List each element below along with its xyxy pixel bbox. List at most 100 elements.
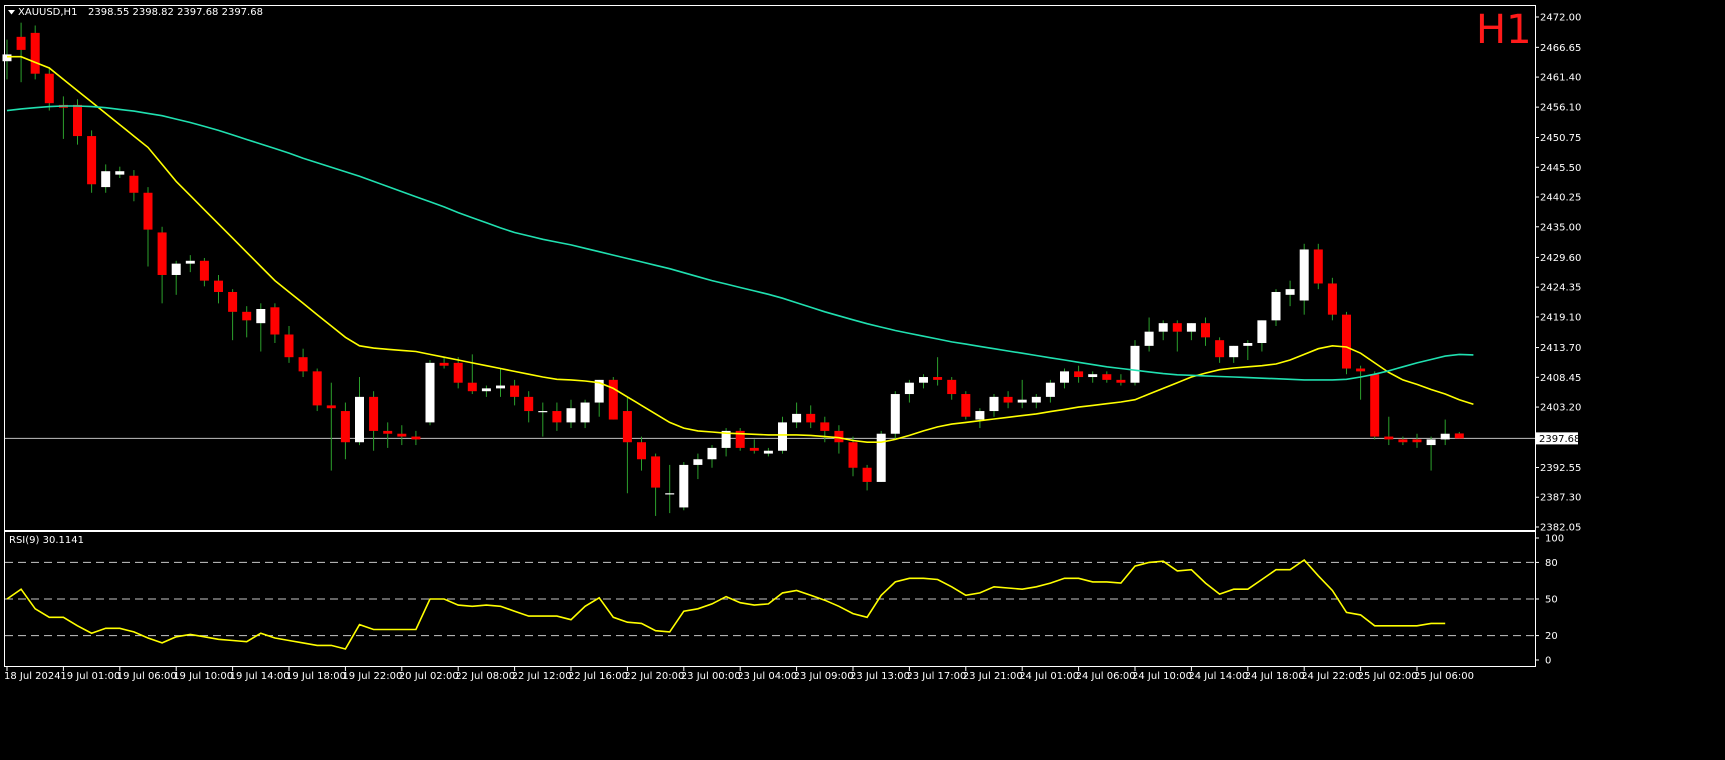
candle <box>665 464 675 514</box>
bull-candle-body <box>115 171 125 175</box>
candle <box>1285 280 1295 307</box>
candle <box>1398 436 1408 446</box>
candle <box>862 464 872 491</box>
bull-candle-body <box>763 450 773 454</box>
bear-candle-body <box>157 232 167 275</box>
bull-candle-body <box>665 493 675 495</box>
time-tick-label: 24 Jul 18:00 <box>1245 671 1305 682</box>
bull-candle-body <box>566 408 576 423</box>
candle <box>326 382 336 471</box>
bear-candle-body <box>312 371 322 406</box>
timeframe-badge: H1 <box>1476 7 1532 53</box>
dropdown-triangle-icon[interactable] <box>8 10 15 15</box>
candle <box>496 368 505 397</box>
candle <box>411 430 421 446</box>
candle <box>30 25 40 80</box>
candle <box>594 379 604 417</box>
bull-candle-body <box>171 263 181 275</box>
bear-candle-body <box>637 442 646 460</box>
candle <box>1003 391 1013 409</box>
bear-candle-body <box>1398 439 1408 443</box>
bear-candle-body <box>411 436 421 440</box>
candle <box>101 164 111 193</box>
bear-candle-body <box>961 394 971 417</box>
candle <box>439 357 449 369</box>
price-tick-label: 2429.60 <box>1540 253 1581 264</box>
candle <box>1144 317 1154 352</box>
candle <box>185 255 195 273</box>
bear-candle-body <box>862 467 872 482</box>
candle <box>369 391 379 451</box>
time-tick-label: 24 Jul 22:00 <box>1301 671 1361 682</box>
time-tick-label: 23 Jul 00:00 <box>681 671 741 682</box>
candle <box>115 166 125 179</box>
candle <box>806 405 816 429</box>
price-tick-label: 2424.35 <box>1540 283 1581 294</box>
candle <box>1412 433 1422 448</box>
bear-candle-body <box>270 307 280 335</box>
fast-ma-line <box>7 55 1474 444</box>
candle <box>1313 243 1323 290</box>
bull-candle-body <box>721 430 731 448</box>
bull-candle-body <box>594 379 604 403</box>
time-tick-label: 23 Jul 04:00 <box>737 671 797 682</box>
bear-candle-body <box>1313 249 1323 284</box>
candle <box>284 326 294 363</box>
candle <box>1356 365 1366 400</box>
bull-candle-body <box>1130 345 1140 383</box>
rsi-line <box>6 558 1446 650</box>
bull-candle-body <box>355 396 364 443</box>
time-tick-label: 20 Jul 02:00 <box>399 671 459 682</box>
candle <box>2 39 12 80</box>
candle <box>87 130 97 193</box>
bull-candle-body <box>256 308 266 324</box>
candle <box>129 170 139 202</box>
bear-candle-body <box>397 433 407 437</box>
price-tick-label: 2408.45 <box>1540 373 1581 384</box>
bear-candle-body <box>947 379 957 395</box>
price-tick-label: 2435.00 <box>1540 222 1581 233</box>
candle <box>919 374 928 389</box>
candle <box>298 348 308 378</box>
candle <box>749 439 759 454</box>
bear-candle-body <box>87 136 97 185</box>
bull-candle-body <box>1243 343 1253 346</box>
bear-candle-body <box>834 430 844 443</box>
time-tick-label: 18 Jul 2024 <box>4 671 61 682</box>
bull-candle-body <box>679 464 689 508</box>
time-tick-label: 23 Jul 13:00 <box>850 671 910 682</box>
rsi-tick-label: 80 <box>1545 558 1558 569</box>
bull-candle-body <box>989 396 999 412</box>
bear-candle-body <box>284 334 294 358</box>
candle <box>397 425 407 446</box>
candle <box>890 391 900 440</box>
candle <box>763 447 773 457</box>
bull-candle-body <box>496 385 505 389</box>
bull-candle-body <box>1426 439 1436 446</box>
price-tick-label: 2403.20 <box>1540 403 1581 414</box>
candle <box>1257 320 1267 352</box>
bear-candle-body <box>510 385 520 397</box>
candle <box>256 303 266 352</box>
candle <box>1088 371 1098 383</box>
bull-candle-body <box>919 377 928 383</box>
time-tick-label: 25 Jul 06:00 <box>1414 671 1474 682</box>
time-tick-label: 22 Jul 20:00 <box>624 671 684 682</box>
bear-candle-body <box>242 311 252 321</box>
candle <box>1342 311 1351 375</box>
bear-candle-body <box>383 430 393 434</box>
bull-candle-body <box>707 447 717 460</box>
bear-candle-body <box>16 36 26 50</box>
candle <box>848 436 858 477</box>
bear-candle-body <box>1116 379 1126 383</box>
slow-ma-line <box>6 105 1474 381</box>
price-axis: 2472.00 2466.65 2461.40 2456.10 2450.75 2445.… <box>5 13 1581 534</box>
rsi-header: RSI(9) 30.1141 <box>9 535 84 546</box>
candle <box>622 396 632 494</box>
candle <box>637 436 646 471</box>
candle <box>1045 379 1055 403</box>
candle <box>199 257 209 287</box>
bear-candle-body <box>735 430 745 448</box>
